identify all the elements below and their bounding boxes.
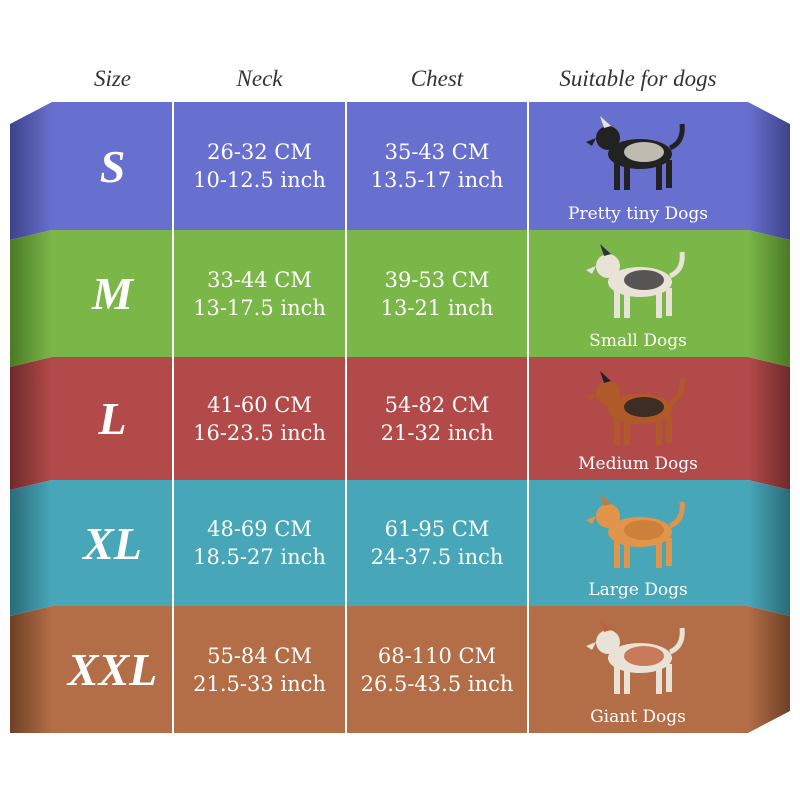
header-chest: Chest bbox=[410, 66, 464, 91]
size-label: L bbox=[98, 393, 127, 444]
chihuahua-icon bbox=[586, 116, 685, 190]
column-divider bbox=[527, 102, 529, 733]
dog-type-label: Small Dogs bbox=[589, 331, 687, 351]
right-flap bbox=[748, 480, 790, 616]
pug-icon bbox=[586, 244, 685, 318]
header-suitable: Suitable for dogs bbox=[559, 66, 717, 91]
left-flap bbox=[10, 230, 52, 367]
chest-cm: 61-95 CM bbox=[384, 517, 490, 541]
neck-cm: 55-84 CM bbox=[207, 643, 312, 668]
chest-inch: 21-32 inch bbox=[380, 420, 494, 445]
neck-cm: 48-69 CM bbox=[207, 517, 312, 541]
chest-cm: 39-53 CM bbox=[384, 267, 490, 292]
left-flap bbox=[10, 102, 52, 240]
dog-type-label: Large Dogs bbox=[588, 580, 688, 600]
beagle-icon bbox=[586, 371, 685, 445]
left-flap bbox=[10, 606, 52, 733]
size-label: XXL bbox=[67, 644, 158, 695]
dog-type-label: Medium Dogs bbox=[578, 454, 698, 474]
column-divider bbox=[172, 102, 174, 733]
chest-cm: 35-43 CM bbox=[384, 140, 490, 164]
chest-cm: 54-82 CM bbox=[384, 392, 490, 417]
size-row-l: L 41-60 CM 16-23.5 inch 54-82 CM 21-32 inc… bbox=[52, 357, 748, 480]
neck-cm: 26-32 CM bbox=[207, 140, 312, 164]
neck-cm: 33-44 CM bbox=[207, 267, 312, 292]
neck-inch: 18.5-27 inch bbox=[193, 545, 326, 569]
chest-inch: 13-21 inch bbox=[380, 295, 494, 320]
neck-cm: 41-60 CM bbox=[207, 392, 312, 417]
header-neck: Neck bbox=[236, 66, 283, 91]
neck-inch: 16-23.5 inch bbox=[193, 420, 326, 445]
neck-inch: 10-12.5 inch bbox=[193, 168, 326, 192]
size-label: S bbox=[99, 140, 126, 192]
right-flap bbox=[748, 230, 790, 367]
size-label: M bbox=[92, 268, 133, 319]
size-row-xxl: XXL 55-84 CM 21.5-33 inch 68-110 CM 26.5-4… bbox=[52, 606, 748, 733]
neck-inch: 21.5-33 inch bbox=[193, 671, 326, 696]
saint-bernard-icon bbox=[586, 620, 685, 694]
left-flap bbox=[10, 480, 52, 616]
chest-inch: 24-37.5 inch bbox=[370, 545, 504, 569]
size-row-m: M 33-44 CM 13-17.5 inch 39-53 CM 13-21 inc… bbox=[52, 230, 748, 357]
neck-inch: 13-17.5 inch bbox=[193, 295, 326, 320]
right-flap bbox=[748, 102, 790, 240]
golden-retriever-icon bbox=[586, 494, 685, 568]
right-flap bbox=[748, 606, 790, 733]
chest-cm: 68-110 CM bbox=[377, 643, 497, 668]
size-label: XL bbox=[83, 517, 142, 569]
size-row-xl: XL 48-69 CM 18.5-27 inch 61-95 CM 24-37.5 … bbox=[52, 480, 748, 606]
header-size: Size bbox=[93, 66, 132, 91]
column-divider bbox=[345, 102, 347, 733]
right-flap bbox=[748, 357, 790, 490]
size-row-s: S 26-32 CM 10-12.5 inch 35-43 CM 13.5-17 i… bbox=[52, 102, 748, 230]
left-flap bbox=[10, 357, 52, 490]
dog-type-label: Giant Dogs bbox=[590, 707, 686, 727]
chest-inch: 13.5-17 inch bbox=[370, 168, 504, 192]
chest-inch: 26.5-43.5 inch bbox=[360, 671, 514, 696]
dog-type-label: Pretty tiny Dogs bbox=[568, 204, 708, 224]
